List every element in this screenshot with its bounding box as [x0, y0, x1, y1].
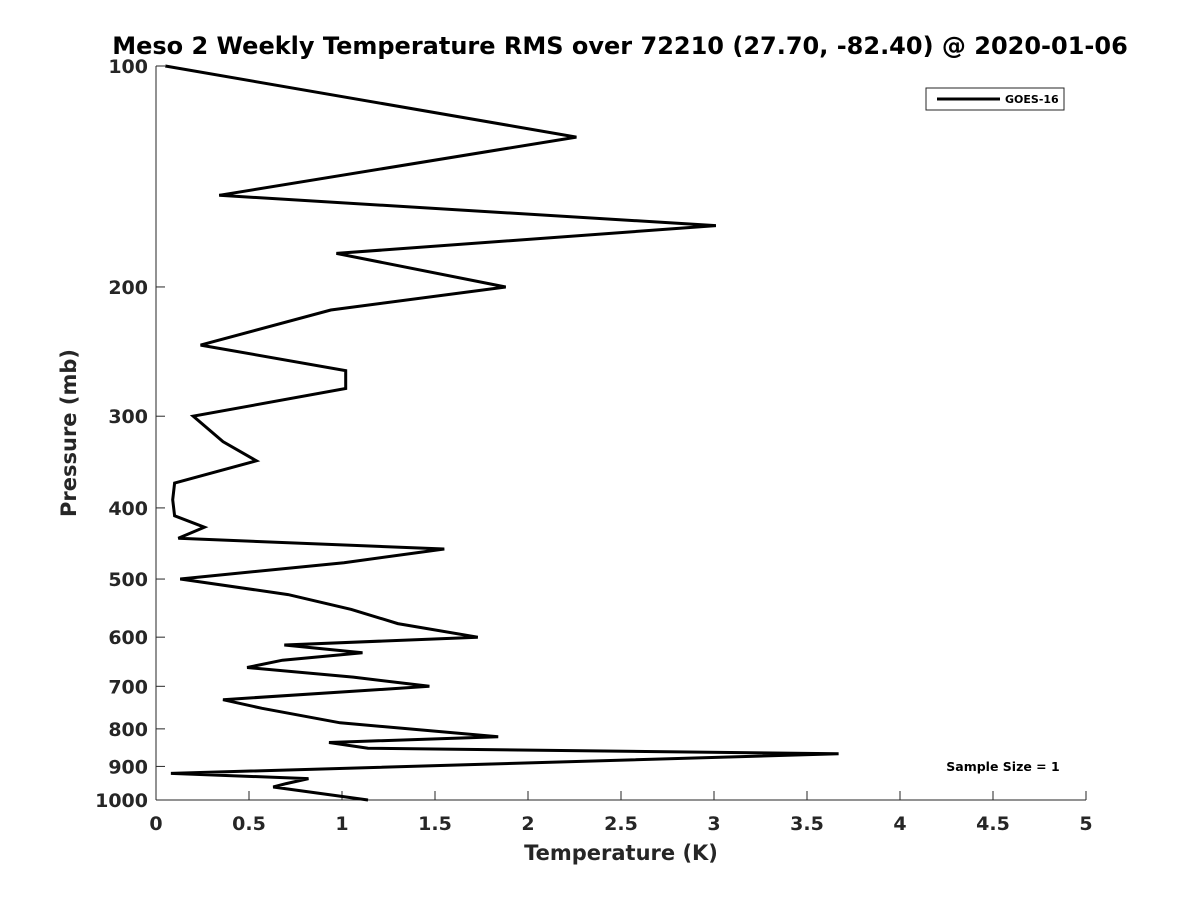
y-tick-label: 200: [108, 277, 148, 299]
y-tick-label: 1000: [95, 790, 148, 812]
series-group: [165, 64, 839, 802]
x-axis-label: Temperature (K): [524, 841, 718, 865]
legend-label: GOES-16: [1005, 93, 1059, 106]
x-tick-label: 3: [707, 813, 720, 835]
sample-size-annotation: Sample Size = 1: [946, 759, 1059, 774]
y-tick-label: 700: [108, 676, 148, 698]
x-tick-label: 2.5: [604, 813, 638, 835]
x-tick-label: 1: [335, 813, 348, 835]
axes: [155, 66, 1086, 801]
chart-title: Meso 2 Weekly Temperature RMS over 72210…: [112, 32, 1128, 60]
x-tick-label: 0.5: [232, 813, 266, 835]
x-tick-label: 0: [149, 813, 162, 835]
x-tick-label: 5: [1079, 813, 1092, 835]
legend: GOES-16: [925, 87, 1065, 111]
y-tick-label: 400: [108, 498, 148, 520]
series-line-goes-16: [165, 64, 839, 802]
y-tick-label: 600: [108, 627, 148, 649]
y-tick-label: 900: [108, 756, 148, 778]
y-tick-label: 300: [108, 406, 148, 428]
x-tick-label: 1.5: [418, 813, 452, 835]
x-tick-label: 2: [521, 813, 534, 835]
y-tick-label: 100: [108, 56, 148, 78]
x-tick-label: 4: [893, 813, 906, 835]
y-ticks: 100 200 300 400 500 600 700 800 900 1000: [95, 56, 165, 812]
x-tick-label: 3.5: [790, 813, 824, 835]
y-axis-label: Pressure (mb): [57, 349, 81, 517]
x-ticks: 0 0.5 1 1.5 2 2.5 3 3.5 4 4.5 5: [149, 791, 1093, 835]
y-tick-label: 500: [108, 569, 148, 591]
x-tick-label: 4.5: [976, 813, 1010, 835]
y-tick-label: 800: [108, 719, 148, 741]
